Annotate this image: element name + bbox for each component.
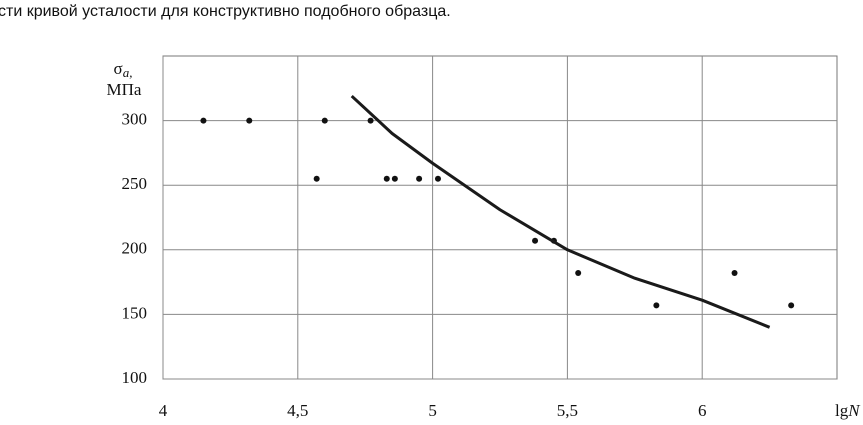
- data-point: [246, 117, 253, 124]
- y-tick-label: 200: [122, 239, 148, 258]
- y-tick-label: 300: [122, 110, 148, 129]
- data-point: [313, 175, 320, 182]
- y-tick-label: 150: [122, 303, 148, 322]
- x-tick-label: 4,5: [287, 401, 308, 420]
- y-axis-unit: МПа: [107, 80, 142, 99]
- fit-curve: [350, 94, 771, 329]
- x-tick-label: 5: [428, 401, 437, 420]
- data-point: [200, 117, 207, 124]
- data-point: [731, 270, 738, 277]
- x-tick-label: 6: [698, 401, 707, 420]
- data-point: [575, 270, 582, 277]
- data-point: [367, 117, 374, 124]
- data-point: [321, 117, 328, 124]
- y-label-subscript: a,: [123, 65, 133, 80]
- caption: сти кривой усталости для конструктивно п…: [0, 3, 451, 20]
- data-point: [788, 302, 795, 309]
- data-point: [532, 237, 539, 244]
- y-axis-label: σa,: [114, 59, 133, 80]
- y-tick-label: 100: [122, 368, 148, 387]
- x-tick-label: 4: [159, 401, 168, 420]
- y-tick-label: 250: [122, 174, 148, 193]
- plot-frame: [162, 55, 838, 380]
- data-point: [653, 302, 660, 309]
- x-axis-label: lgN: [835, 401, 861, 420]
- data-point: [416, 175, 423, 182]
- data-point: [434, 175, 441, 182]
- data-point: [383, 175, 390, 182]
- data-point: [391, 175, 398, 182]
- x-label-italic: N: [847, 401, 861, 420]
- x-tick-label: 5,5: [557, 401, 578, 420]
- y-label-symbol: σ: [114, 59, 123, 78]
- x-label-text: lg: [835, 401, 849, 420]
